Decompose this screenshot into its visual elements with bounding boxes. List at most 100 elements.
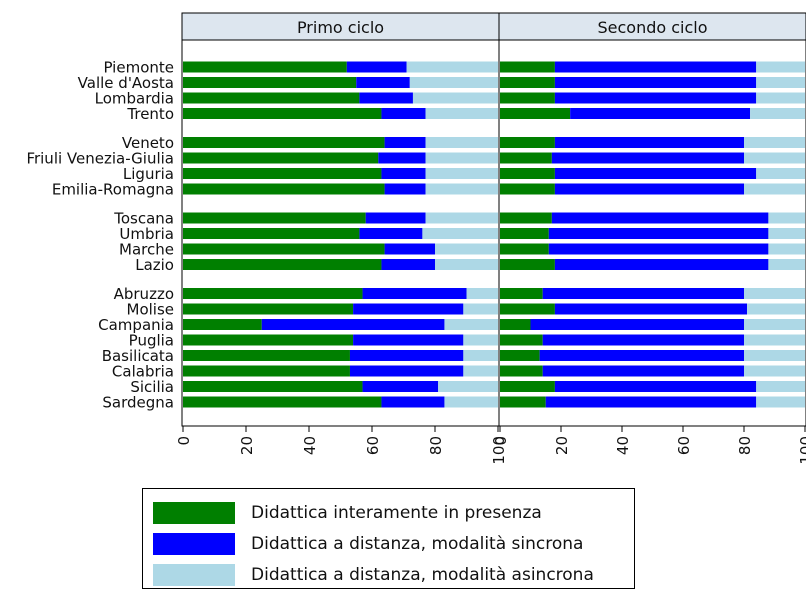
- bar-secondo-17-0: [500, 365, 543, 377]
- category-label-6: Liguria: [123, 165, 174, 183]
- bar-secondo-12-2: [744, 288, 805, 299]
- bar-primo-4-2: [425, 137, 498, 148]
- bar-secondo-3-1: [570, 108, 751, 119]
- xtick-label-primo-1: 20: [238, 436, 256, 455]
- bar-secondo-2-0: [500, 92, 555, 104]
- legend-swatch-presenza: [153, 502, 235, 524]
- bar-secondo-0-0: [500, 61, 555, 73]
- bar-primo-4-1: [384, 137, 426, 148]
- bar-secondo-10-0: [500, 243, 549, 255]
- bar-secondo-11-2: [768, 259, 805, 270]
- category-label-3: Trento: [126, 105, 174, 123]
- bar-primo-7-1: [384, 183, 426, 195]
- bar-secondo-17-2: [744, 365, 805, 377]
- bar-secondo-8-0: [500, 212, 552, 224]
- bar-primo-11-1: [381, 259, 435, 270]
- legend-label-asincrona: Didattica a distanza, modalità asincrona: [251, 565, 594, 585]
- bar-primo-1-0: [183, 77, 357, 88]
- bar-primo-16-1: [349, 350, 464, 361]
- bar-secondo-3-0: [500, 108, 571, 119]
- bar-secondo-9-0: [500, 228, 549, 239]
- bar-primo-8-1: [365, 212, 426, 224]
- bar-primo-16-2: [463, 350, 498, 361]
- bar-primo-12-0: [183, 288, 363, 299]
- bar-secondo-17-1: [542, 365, 744, 377]
- bar-primo-12-1: [362, 288, 467, 299]
- bar-secondo-11-1: [554, 259, 769, 270]
- bar-primo-0-2: [406, 61, 498, 73]
- bar-secondo-18-0: [500, 381, 555, 392]
- xtick-label-primo-3: 60: [364, 436, 382, 455]
- bar-secondo-14-0: [500, 319, 531, 330]
- bar-secondo-18-2: [756, 381, 805, 392]
- bar-secondo-19-2: [756, 396, 805, 408]
- panel-title-secondo: Secondo ciclo: [597, 18, 707, 37]
- bar-secondo-15-1: [542, 334, 744, 346]
- legend-item-presenza: Didattica interamente in presenza: [153, 502, 542, 524]
- bar-primo-13-1: [353, 303, 464, 315]
- panel-frame-secondo: [498, 39, 806, 427]
- bar-secondo-4-2: [744, 137, 805, 148]
- bar-primo-5-0: [183, 152, 379, 164]
- bar-primo-1-1: [356, 77, 410, 88]
- category-label-16: Basilicata: [102, 347, 174, 365]
- bar-primo-18-2: [438, 381, 498, 392]
- bar-primo-19-2: [444, 396, 498, 408]
- bar-secondo-5-1: [551, 152, 744, 164]
- bar-primo-6-0: [183, 168, 382, 179]
- legend-swatch-sincrona: [153, 533, 235, 555]
- bar-secondo-5-0: [500, 152, 552, 164]
- bar-secondo-19-1: [545, 396, 757, 408]
- bar-secondo-13-0: [500, 303, 555, 315]
- xtick-label-secondo-0: 0: [492, 436, 510, 446]
- bar-primo-14-1: [261, 319, 445, 330]
- bar-primo-4-0: [183, 137, 385, 148]
- legend-label-sincrona: Didattica a distanza, modalità sincrona: [251, 534, 584, 554]
- bar-primo-8-2: [425, 212, 498, 224]
- bar-secondo-3-2: [750, 108, 805, 119]
- bar-secondo-1-2: [756, 77, 805, 88]
- category-label-15: Puglia: [129, 332, 174, 350]
- bar-secondo-0-1: [554, 61, 757, 73]
- category-label-4: Veneto: [122, 134, 174, 152]
- legend-swatch-asincrona: [153, 564, 235, 586]
- bar-primo-17-2: [463, 365, 498, 377]
- bar-primo-0-0: [183, 61, 347, 73]
- bar-secondo-16-1: [539, 350, 744, 361]
- bar-secondo-7-1: [554, 183, 744, 195]
- legend-item-sincrona: Didattica a distanza, modalità sincrona: [153, 533, 583, 555]
- bar-primo-15-2: [463, 334, 498, 346]
- xtick-label-secondo-5: 100: [797, 436, 806, 465]
- bar-secondo-1-1: [554, 77, 757, 88]
- bar-primo-17-1: [349, 365, 464, 377]
- bar-primo-18-1: [362, 381, 439, 392]
- category-label-14: Campania: [98, 316, 174, 334]
- category-label-0: Piemonte: [103, 59, 174, 77]
- bar-primo-15-1: [353, 334, 464, 346]
- bar-secondo-15-0: [500, 334, 543, 346]
- bar-secondo-19-0: [500, 396, 546, 408]
- bar-secondo-10-1: [548, 243, 769, 255]
- bar-primo-2-2: [412, 92, 498, 104]
- bar-primo-5-1: [378, 152, 426, 164]
- bar-secondo-14-1: [530, 319, 744, 330]
- panel-header-primo: [181, 12, 500, 41]
- bar-secondo-5-2: [744, 152, 805, 164]
- bar-secondo-13-1: [554, 303, 748, 315]
- panel-title-primo: Primo ciclo: [297, 18, 384, 37]
- bar-primo-2-0: [183, 92, 360, 104]
- bar-primo-15-0: [183, 334, 354, 346]
- bar-secondo-0-2: [756, 61, 805, 73]
- xtick-label-secondo-3: 60: [675, 436, 693, 455]
- category-label-8: Toscana: [113, 210, 174, 228]
- bar-secondo-7-2: [744, 183, 805, 195]
- bar-primo-19-1: [381, 396, 445, 408]
- category-label-12: Abruzzo: [114, 285, 174, 303]
- xtick-label-secondo-4: 80: [736, 436, 754, 455]
- bar-secondo-2-1: [554, 92, 757, 104]
- bar-secondo-11-0: [500, 259, 555, 270]
- bar-secondo-18-1: [554, 381, 757, 392]
- category-label-2: Lombardia: [95, 90, 174, 108]
- xtick-label-primo-4: 80: [427, 436, 445, 455]
- bar-primo-2-1: [359, 92, 413, 104]
